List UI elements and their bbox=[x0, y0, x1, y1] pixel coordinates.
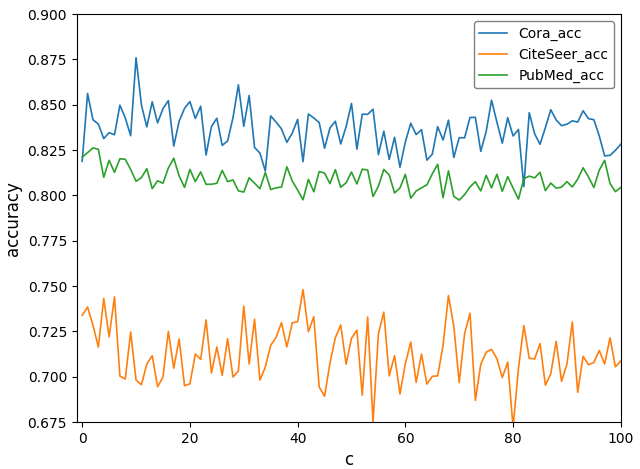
PubMed_acc bbox=[218, 167, 226, 173]
PubMed_acc bbox=[466, 184, 474, 190]
Line: PubMed_acc: PubMed_acc bbox=[82, 148, 621, 200]
Line: Cora_acc: Cora_acc bbox=[82, 58, 621, 187]
CiteSeer_acc bbox=[116, 373, 124, 379]
Cora_acc bbox=[617, 142, 625, 147]
Legend: Cora_acc, CiteSeer_acc, PubMed_acc: Cora_acc, CiteSeer_acc, PubMed_acc bbox=[474, 21, 614, 89]
PubMed_acc bbox=[89, 145, 97, 151]
PubMed_acc bbox=[332, 167, 339, 173]
Y-axis label: accuracy: accuracy bbox=[4, 181, 22, 256]
CiteSeer_acc bbox=[78, 312, 86, 318]
CiteSeer_acc bbox=[332, 335, 339, 340]
CiteSeer_acc bbox=[617, 358, 625, 364]
Cora_acc bbox=[461, 135, 468, 141]
Cora_acc bbox=[116, 102, 124, 108]
PubMed_acc bbox=[456, 197, 463, 203]
X-axis label: c: c bbox=[344, 451, 353, 469]
Cora_acc bbox=[332, 118, 339, 124]
Line: CiteSeer_acc: CiteSeer_acc bbox=[82, 290, 621, 427]
Cora_acc bbox=[218, 143, 226, 148]
Cora_acc bbox=[407, 121, 415, 126]
Cora_acc bbox=[520, 184, 528, 189]
CiteSeer_acc bbox=[407, 339, 415, 345]
CiteSeer_acc bbox=[488, 347, 495, 352]
CiteSeer_acc bbox=[213, 344, 221, 350]
PubMed_acc bbox=[493, 172, 500, 177]
PubMed_acc bbox=[78, 154, 86, 160]
CiteSeer_acc bbox=[509, 424, 517, 430]
Cora_acc bbox=[488, 98, 495, 103]
CiteSeer_acc bbox=[299, 287, 307, 293]
Cora_acc bbox=[78, 159, 86, 164]
PubMed_acc bbox=[122, 157, 129, 162]
PubMed_acc bbox=[407, 196, 415, 201]
PubMed_acc bbox=[617, 185, 625, 190]
Cora_acc bbox=[132, 55, 140, 61]
CiteSeer_acc bbox=[461, 331, 468, 337]
